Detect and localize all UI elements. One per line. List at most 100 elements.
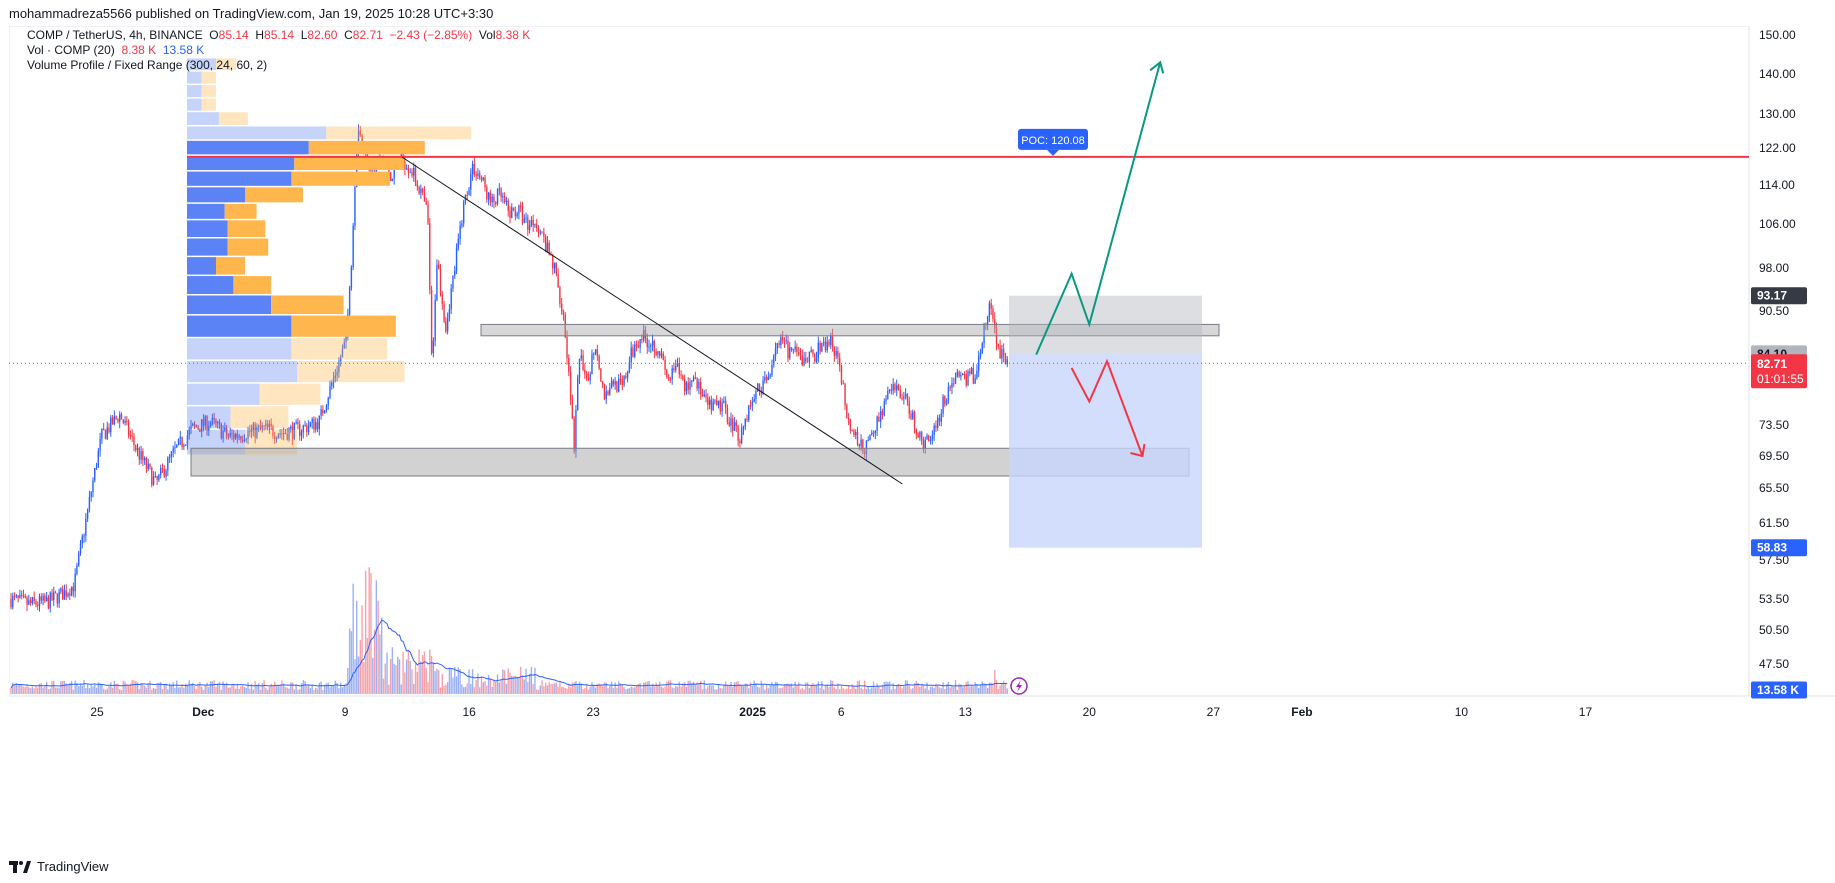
candle-body — [113, 416, 116, 425]
candle-body — [193, 423, 196, 426]
volume-bar — [259, 689, 262, 694]
candle-body — [115, 416, 117, 419]
candle-body — [626, 371, 629, 378]
volume-bar — [641, 688, 643, 694]
profile-up-bar — [187, 58, 216, 71]
volume-bar — [844, 689, 846, 694]
candle-body — [487, 192, 490, 200]
high-value: 85.14 — [264, 28, 295, 42]
volume-legend[interactable]: Vol · COMP (20) 8.38 K 13.58 K — [27, 43, 204, 57]
candle-body — [229, 432, 231, 437]
profile-up-bar — [187, 155, 295, 171]
candle-body — [145, 457, 148, 469]
volume-bar — [111, 687, 114, 694]
candle-body — [290, 426, 292, 429]
candle-body — [931, 434, 934, 440]
volume-bar — [102, 688, 105, 694]
candle-body — [714, 400, 716, 402]
candle-body — [625, 375, 627, 378]
profile-up-bar — [187, 112, 219, 125]
badge-stop-price-bg — [1751, 287, 1807, 305]
candle-body — [817, 342, 820, 358]
volume-bar — [12, 682, 14, 694]
volume-bar — [735, 681, 738, 694]
candle-body — [589, 374, 591, 380]
candle-body — [76, 565, 78, 574]
badge-stop-price: 93.17 — [1757, 289, 1787, 303]
volume-bar — [418, 649, 420, 694]
volume-bar — [878, 686, 880, 694]
candle-body — [455, 248, 458, 271]
volume-profile-legend[interactable]: Volume Profile / Fixed Range (300, 24, 6… — [27, 58, 267, 72]
candle-body — [828, 341, 830, 346]
volume-bar — [710, 685, 713, 694]
x-tick-label: 25 — [90, 705, 104, 719]
candle-body — [994, 319, 996, 329]
volume-bar — [577, 685, 579, 694]
volume-bar — [339, 682, 342, 694]
volume-bar — [733, 682, 736, 694]
candle-body — [805, 357, 807, 362]
candle-body — [724, 400, 727, 408]
candle-body — [514, 210, 517, 217]
candle-body — [559, 287, 561, 304]
candle-body — [78, 553, 80, 566]
volume-bar — [826, 684, 828, 694]
candle-body — [692, 377, 695, 381]
volume-profile-title[interactable]: Volume Profile / Fixed Range (300, 24, 6… — [27, 58, 268, 72]
candle-body — [798, 352, 800, 355]
symbol-title[interactable]: COMP / TetherUS, 4h, BINANCE — [27, 28, 203, 42]
volume-bar — [92, 686, 94, 694]
candle-body — [742, 426, 745, 429]
profile-down-bar — [271, 295, 344, 315]
candle-body — [227, 435, 230, 437]
volume-bar — [723, 684, 725, 694]
candle-body — [646, 338, 648, 348]
volume-bar — [712, 685, 714, 694]
volume-bar — [227, 687, 230, 694]
candle-body — [12, 595, 14, 608]
volume-bar — [375, 580, 378, 694]
volume-bar — [819, 687, 821, 694]
candle-body — [785, 340, 787, 342]
volume-ma-line — [10, 619, 1008, 689]
volume-bar — [662, 687, 664, 694]
candle-body — [151, 467, 153, 485]
candle-body — [138, 448, 141, 460]
candle-body — [749, 405, 752, 407]
candle-body — [961, 373, 964, 376]
chart-pane[interactable]: 150.00 140.00 130.00 122.00 114.00 106.00 98.0… — [9, 26, 1835, 849]
volume-bar — [421, 655, 424, 694]
volume-bar — [17, 685, 19, 694]
volume-bar — [183, 687, 185, 694]
candle-body — [165, 470, 167, 477]
badge-target-price: 58.83 — [1757, 541, 1787, 555]
volume-bar — [413, 683, 415, 694]
volume-bar — [860, 687, 862, 694]
candle-body — [99, 438, 101, 451]
published-header: mohammadreza5566 published on TradingVie… — [0, 0, 1835, 26]
volume-bar — [479, 687, 481, 694]
candle-body — [72, 586, 75, 592]
price-chart[interactable]: 150.00 140.00 130.00 122.00 114.00 106.00 98.0… — [9, 26, 1835, 849]
candle-body — [413, 167, 415, 176]
candle-body — [391, 178, 394, 181]
volume-bar — [22, 686, 25, 694]
candle-body — [872, 432, 875, 434]
volume-bar — [642, 682, 645, 694]
volume-bar — [806, 682, 809, 694]
candle-body — [208, 426, 210, 431]
candle-body — [541, 232, 543, 234]
candle-body — [940, 413, 942, 422]
candle-body — [830, 335, 832, 346]
volume-indicator-title[interactable]: Vol · COMP (20) — [27, 43, 115, 57]
footer-brand: TradingView — [37, 859, 109, 874]
candle-body — [60, 588, 62, 592]
symbol-legend[interactable]: COMP / TetherUS, 4h, BINANCE O85.14 H85.… — [27, 28, 530, 42]
volume-bar — [49, 688, 51, 694]
volume-bar — [414, 662, 417, 694]
volume-bar — [655, 682, 657, 694]
volume-bar — [557, 686, 559, 694]
volume-bar — [496, 674, 499, 694]
volume-bar — [215, 686, 217, 694]
